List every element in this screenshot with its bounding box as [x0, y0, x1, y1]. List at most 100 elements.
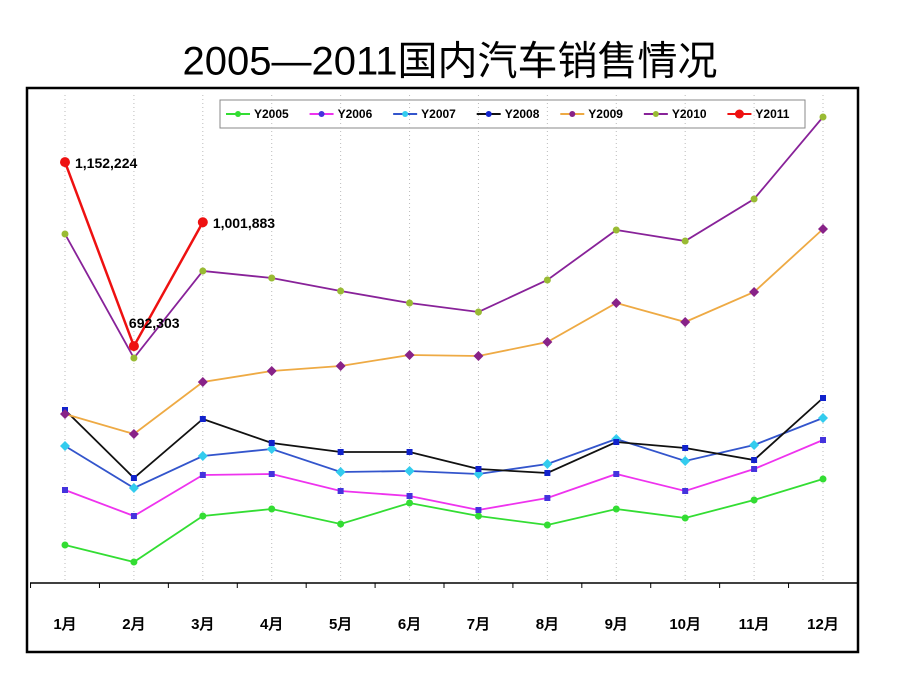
point — [268, 471, 275, 477]
point — [60, 441, 70, 451]
point — [128, 341, 139, 352]
x-tick-label: 5月 — [329, 616, 352, 633]
x-tick-label: 1月 — [53, 616, 76, 633]
point — [681, 237, 689, 245]
point — [335, 361, 346, 371]
point — [199, 267, 207, 275]
series-line — [64, 397, 824, 480]
x-tick-label: 4月 — [260, 616, 283, 633]
point — [268, 505, 276, 513]
series-line — [64, 478, 824, 563]
point — [819, 113, 827, 121]
point — [611, 298, 622, 308]
point — [406, 493, 413, 499]
legend-marker — [235, 111, 241, 117]
point — [612, 226, 620, 234]
x-tick-label: 6月 — [398, 616, 421, 633]
series-line — [64, 228, 824, 435]
data-label: 1,001,883 — [213, 215, 275, 231]
point — [406, 449, 413, 455]
legend-label: Y2005 — [254, 107, 289, 121]
series-line — [64, 116, 824, 360]
legend-marker — [402, 111, 409, 117]
point — [750, 496, 758, 504]
point — [820, 437, 826, 443]
point — [268, 274, 276, 282]
point — [404, 350, 415, 360]
point — [542, 337, 553, 347]
point — [543, 521, 551, 529]
legend-label: Y2011 — [755, 107, 789, 121]
legend-label: Y2010 — [672, 107, 707, 121]
point — [199, 472, 206, 478]
point — [197, 217, 208, 228]
legend-label: Y2008 — [505, 107, 540, 121]
point — [60, 409, 70, 419]
data-label: 1,152,224 — [75, 155, 137, 171]
point — [130, 558, 138, 566]
point — [130, 354, 138, 362]
point — [337, 449, 344, 455]
point — [61, 541, 69, 549]
data-label: 692,303 — [129, 315, 180, 331]
point — [474, 308, 482, 316]
legend-label: Y2006 — [338, 107, 373, 121]
point — [749, 287, 760, 297]
legend-label: Y2009 — [588, 107, 623, 121]
point — [199, 416, 206, 422]
x-tick-label: 9月 — [605, 616, 628, 633]
point — [820, 395, 826, 401]
x-tick-label: 7月 — [467, 616, 490, 633]
point — [128, 429, 139, 439]
legend-marker — [485, 111, 492, 117]
point — [751, 457, 758, 463]
point — [681, 514, 689, 522]
point — [473, 351, 484, 361]
series-line — [64, 417, 824, 490]
point — [680, 456, 691, 466]
point — [197, 451, 208, 461]
point — [818, 224, 828, 234]
point — [404, 466, 415, 476]
x-tick-label: 12月 — [807, 616, 839, 633]
point — [197, 377, 208, 387]
point — [130, 475, 137, 481]
legend-marker — [569, 111, 576, 117]
point — [337, 520, 345, 528]
point — [266, 366, 277, 376]
point — [337, 488, 344, 494]
point — [335, 467, 346, 477]
point — [475, 507, 482, 513]
point — [544, 495, 551, 501]
point — [544, 470, 551, 476]
legend-marker — [734, 109, 744, 119]
point — [130, 513, 137, 519]
x-tick-label: 3月 — [191, 616, 214, 633]
point — [613, 471, 620, 477]
point — [337, 287, 345, 295]
frame — [25, 86, 860, 654]
legend-marker — [318, 111, 325, 117]
point — [680, 317, 691, 327]
point — [819, 475, 827, 483]
point — [749, 440, 760, 450]
point — [613, 439, 620, 445]
legend-label: Y2007 — [421, 107, 456, 121]
point — [266, 444, 277, 454]
point — [61, 230, 69, 238]
legend-marker — [652, 111, 659, 117]
x-tick-label: 8月 — [536, 616, 559, 633]
x-tick-label: 2月 — [122, 616, 145, 633]
point — [543, 276, 551, 284]
point — [751, 466, 758, 472]
x-tick-label: 11月 — [739, 616, 770, 633]
point — [406, 499, 414, 507]
point — [682, 488, 689, 494]
point — [682, 445, 689, 451]
point — [750, 195, 758, 203]
point — [60, 157, 70, 168]
point — [268, 440, 275, 446]
point — [818, 413, 828, 423]
point — [542, 459, 553, 469]
point — [128, 483, 139, 493]
